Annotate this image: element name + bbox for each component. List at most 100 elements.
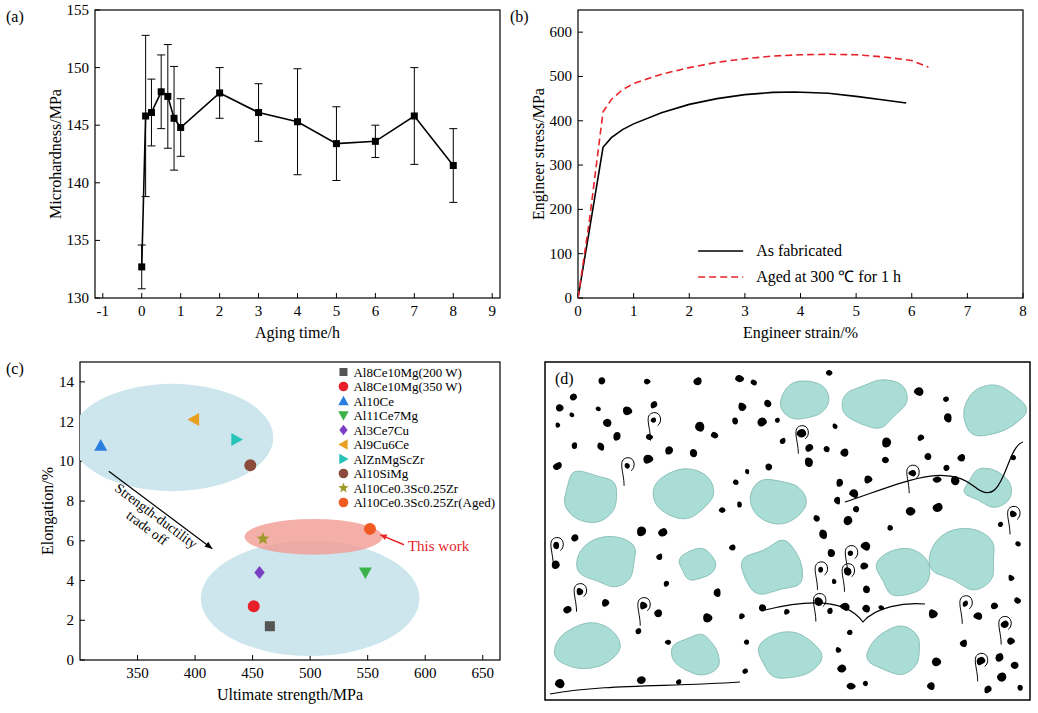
y-tick xyxy=(95,67,100,68)
x-tick xyxy=(856,293,857,298)
particle xyxy=(882,457,889,463)
particle xyxy=(836,479,843,487)
x-tick xyxy=(336,293,337,298)
precipitate-blob xyxy=(964,385,1027,436)
legend-label: AlZnMgScZr xyxy=(353,452,424,467)
y-tick xyxy=(95,182,100,183)
legend-label: As fabricated xyxy=(756,242,842,259)
particle xyxy=(784,609,790,615)
error-bar xyxy=(164,45,172,149)
error-bar xyxy=(410,68,418,165)
legend-label: Al10Ce0.3Sc0.25Zr xyxy=(353,481,458,496)
y-tick-label: 140 xyxy=(67,175,90,191)
data-point xyxy=(177,124,184,131)
x-tick-label: 7 xyxy=(411,303,419,319)
data-group xyxy=(578,54,928,298)
dislocation-loop xyxy=(1008,506,1020,534)
particle xyxy=(813,515,819,522)
x-tick-label: 0 xyxy=(574,303,582,319)
panel: 35040045050055060065002468101214Ultimate… xyxy=(6,360,500,704)
data-point xyxy=(94,439,107,451)
particle xyxy=(1014,597,1021,603)
legend-marker xyxy=(339,368,347,376)
particle xyxy=(635,628,641,634)
data-point xyxy=(411,112,418,119)
particle xyxy=(824,446,830,452)
zone-ellipse xyxy=(245,519,383,555)
precipitate-blob xyxy=(679,548,716,580)
x-tick xyxy=(219,293,220,298)
legend: Al8Ce10Mg(200 W)Al8Ce10Mg(350 W)Al10CeAl… xyxy=(338,365,495,511)
particle xyxy=(555,422,560,427)
particle xyxy=(832,579,836,584)
x-tick xyxy=(425,655,426,660)
data-point xyxy=(333,140,340,147)
dislocation-line xyxy=(845,442,1023,502)
data-point xyxy=(187,413,199,426)
x-tick xyxy=(800,293,801,298)
x-tick xyxy=(1023,293,1024,298)
dislocation-loop xyxy=(815,562,827,590)
panel-letter: (d) xyxy=(555,370,574,388)
particle xyxy=(764,400,771,407)
x-tick-label: 350 xyxy=(126,665,149,681)
data-group xyxy=(80,384,419,656)
y-tick xyxy=(578,76,583,77)
particle xyxy=(757,418,766,427)
x-tick-label: 6 xyxy=(372,303,380,319)
particle xyxy=(570,393,577,400)
dislocation-loop xyxy=(574,584,586,612)
particle xyxy=(665,640,671,645)
y-tick xyxy=(80,381,85,382)
arrow-line xyxy=(380,535,404,545)
x-tick-label: 3 xyxy=(255,303,263,319)
plot-frame xyxy=(95,10,500,298)
dislocation-loop xyxy=(551,538,563,566)
data-line xyxy=(578,92,906,298)
y-tick-label: 145 xyxy=(67,117,90,133)
x-tick xyxy=(102,293,103,298)
legend-marker xyxy=(338,396,348,405)
particle xyxy=(924,453,931,460)
particle xyxy=(676,679,681,685)
x-tick xyxy=(414,293,415,298)
particle xyxy=(577,588,584,595)
data-point xyxy=(256,532,269,544)
particle xyxy=(863,586,870,594)
particle xyxy=(733,480,739,485)
y-axis-title: Engineer stress/MPa xyxy=(530,88,548,220)
x-tick xyxy=(297,293,298,298)
particle xyxy=(695,422,704,432)
dislocation-loop xyxy=(796,426,808,454)
particle xyxy=(944,413,952,422)
legend-label: Al10Ce xyxy=(353,394,394,409)
x-tick xyxy=(911,293,912,298)
particle xyxy=(623,406,632,415)
precipitate-blob xyxy=(867,626,920,675)
dislocation-loop xyxy=(813,593,825,621)
particle xyxy=(613,432,620,441)
y-tick xyxy=(578,32,583,33)
particle xyxy=(732,418,738,425)
data-point xyxy=(216,89,223,96)
particle xyxy=(651,401,658,408)
particle xyxy=(814,597,823,606)
particle xyxy=(571,534,578,541)
particle xyxy=(918,435,925,441)
particle xyxy=(914,387,924,396)
particle xyxy=(555,679,565,688)
particle xyxy=(658,528,667,537)
y-tick-label: 200 xyxy=(550,201,573,217)
particle xyxy=(963,601,968,607)
legend-marker xyxy=(339,425,347,435)
x-tick xyxy=(967,293,968,298)
x-tick xyxy=(453,293,454,298)
x-tick-label: 1 xyxy=(630,303,638,319)
x-tick-label: 8 xyxy=(1019,303,1027,319)
y-tick-label: 12 xyxy=(59,414,74,430)
panel-letter: (b) xyxy=(510,8,529,26)
particle xyxy=(827,608,832,614)
x-tick xyxy=(258,293,259,298)
particle xyxy=(860,542,870,551)
dislocation-loop xyxy=(638,598,650,626)
